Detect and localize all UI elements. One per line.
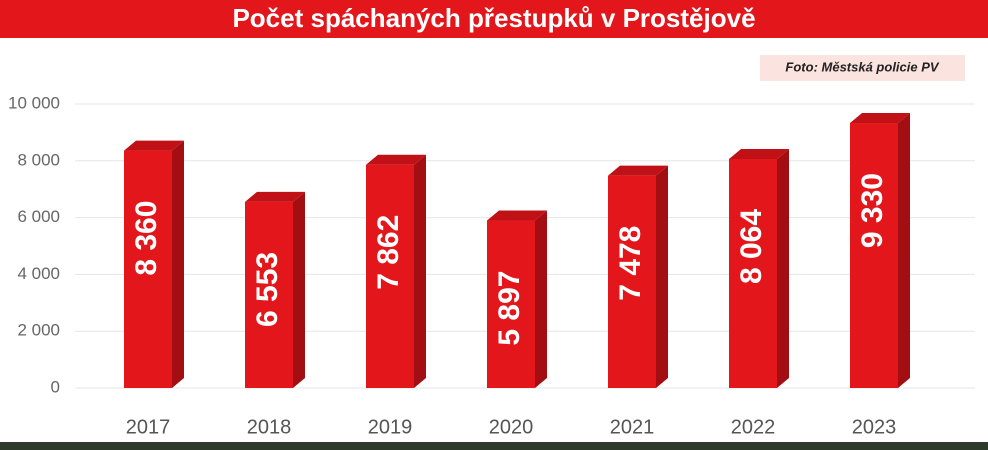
y-tick-label: 6 000 <box>17 207 60 226</box>
bar <box>245 201 293 388</box>
bar <box>487 220 535 388</box>
x-tick-label: 2020 <box>489 416 534 438</box>
title-banner <box>0 0 988 38</box>
chart-title: Počet spáchaných přestupků v Prostějově <box>232 3 755 33</box>
bar-side <box>656 165 668 388</box>
x-tick-label: 2019 <box>368 416 413 438</box>
credit: Foto: Městská policie PV <box>785 59 939 74</box>
bar-side <box>172 140 184 388</box>
value-label: 8 360 <box>130 201 163 276</box>
bar-side <box>535 210 547 388</box>
y-tick-label: 10 000 <box>8 93 60 112</box>
bar-side <box>777 148 789 388</box>
bar-top <box>124 140 184 151</box>
bar-top <box>245 191 305 202</box>
value-label: 5 897 <box>493 271 526 346</box>
y-tick-label: 0 <box>51 377 60 396</box>
bar <box>608 175 656 388</box>
x-tick-label: 2018 <box>247 416 292 438</box>
value-label: 7 478 <box>614 226 647 301</box>
bar-top <box>850 113 910 124</box>
value-label: 8 064 <box>735 209 768 284</box>
bar-top <box>729 148 789 159</box>
value-label: 6 553 <box>251 252 284 327</box>
x-tick-label: 2023 <box>852 416 897 438</box>
x-tick-label: 2017 <box>126 416 171 438</box>
y-tick-label: 2 000 <box>17 321 60 340</box>
photo-strip <box>0 442 988 450</box>
bar-top <box>487 210 547 221</box>
value-label: 9 330 <box>856 173 889 248</box>
value-label: 7 862 <box>372 215 405 290</box>
bar <box>729 158 777 388</box>
bar-side <box>898 113 910 388</box>
y-tick-label: 8 000 <box>17 150 60 169</box>
bar-side <box>414 154 426 388</box>
bar <box>850 123 898 388</box>
bar <box>124 150 172 388</box>
bar-top <box>366 154 426 165</box>
x-tick-label: 2022 <box>731 416 776 438</box>
bar-top <box>608 165 668 176</box>
x-tick-label: 2021 <box>610 416 655 438</box>
credit-box <box>760 55 965 81</box>
bar-side <box>293 191 305 388</box>
y-tick-label: 4 000 <box>17 264 60 283</box>
bar <box>366 164 414 388</box>
